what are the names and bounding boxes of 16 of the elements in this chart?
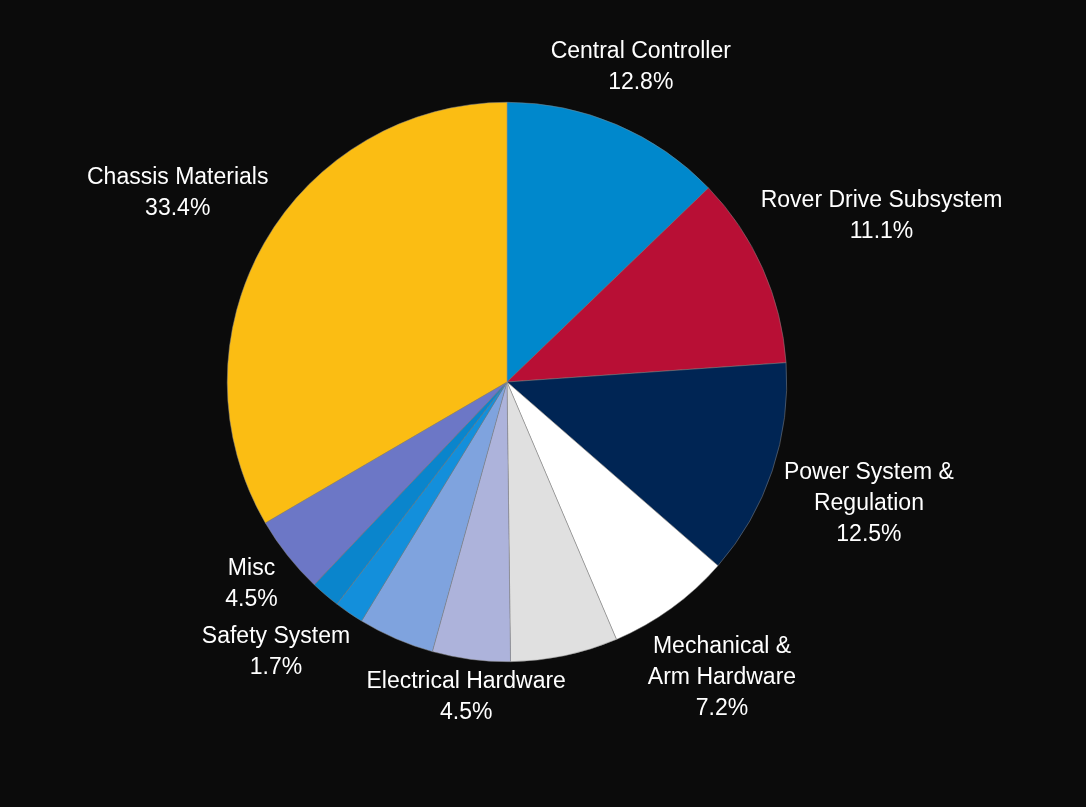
data-label: 11.1%	[849, 216, 914, 243]
slice-label: Safety System	[201, 622, 351, 649]
data-label: 33.4%	[145, 193, 211, 220]
slice-label: Misc	[227, 553, 276, 580]
slice-label: Mechanical & Arm Hardware	[647, 632, 797, 690]
slice-label: Power System & Regulation	[783, 457, 954, 515]
data-label: 12.5%	[836, 519, 902, 546]
data-label: 4.5%	[225, 584, 278, 611]
slice-label: Chassis Materials	[86, 162, 269, 189]
slice-label: Central Controller	[550, 37, 732, 64]
slice-label: Rover Drive Subsystem	[760, 185, 1003, 212]
data-label: 4.5%	[439, 697, 493, 724]
data-label: 7.2%	[695, 694, 749, 721]
data-label: 12.8%	[608, 68, 674, 95]
slice-label: Electrical Hardware	[366, 666, 566, 693]
data-label: 1.7%	[249, 653, 303, 680]
